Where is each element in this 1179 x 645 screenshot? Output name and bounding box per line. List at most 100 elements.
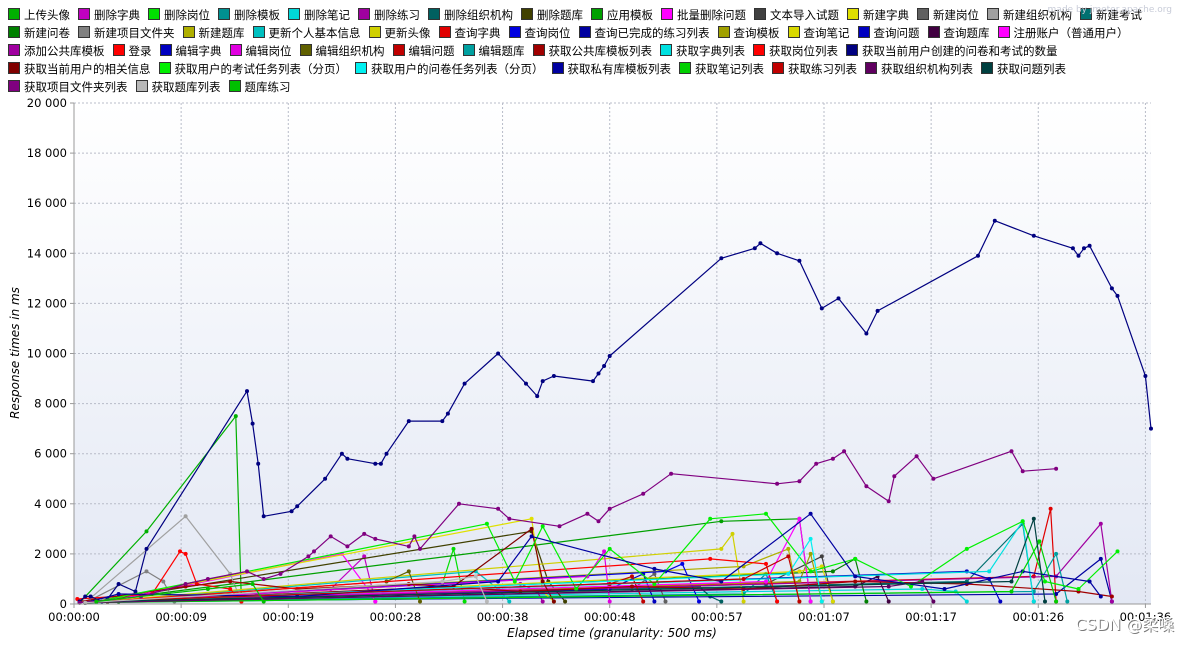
legend-item: 应用模板 <box>591 6 653 24</box>
legend-label: 删除组织机构 <box>444 8 513 22</box>
data-point <box>373 536 378 541</box>
legend-swatch <box>368 26 381 38</box>
data-point <box>540 579 545 584</box>
data-point <box>808 569 813 574</box>
data-point <box>183 551 188 556</box>
legend-swatch <box>288 8 300 20</box>
legend-item: 获取组织机构列表 <box>865 60 973 78</box>
series-line <box>85 558 778 604</box>
data-point <box>920 579 925 584</box>
legend-item: 查询已完成的练习列表 <box>578 24 710 42</box>
data-point <box>808 599 813 604</box>
legend-swatch <box>228 80 241 92</box>
data-point <box>607 354 612 358</box>
data-point <box>406 544 411 549</box>
data-point <box>373 461 378 466</box>
data-point <box>864 331 869 336</box>
legend-item: 新建问卷 <box>8 24 70 42</box>
series-line <box>85 533 745 604</box>
data-point <box>1009 449 1014 454</box>
data-point <box>764 579 768 584</box>
series-line <box>96 583 265 603</box>
data-point <box>775 481 780 486</box>
data-point <box>836 296 841 301</box>
data-point <box>540 524 545 529</box>
data-point <box>1054 592 1059 596</box>
legend-swatch <box>997 26 1010 38</box>
series-line <box>79 450 1057 604</box>
data-point <box>602 364 607 368</box>
legend-label: 文本导入试题 <box>770 8 839 22</box>
legend-swatch <box>787 26 800 38</box>
legend-label: 新建组织机构 <box>1003 8 1072 22</box>
data-point <box>775 599 780 604</box>
data-point <box>1009 589 1014 594</box>
data-point <box>518 589 523 594</box>
legend-label: 更新头像 <box>384 26 431 40</box>
legend-label: 应用模板 <box>607 8 653 22</box>
data-point <box>205 587 210 591</box>
series-line <box>85 538 823 604</box>
data-point <box>161 579 166 584</box>
legend-label: 删除题库 <box>537 8 583 22</box>
data-point <box>719 579 724 584</box>
legend-label: 题库练习 <box>244 80 291 94</box>
data-point <box>412 534 417 539</box>
x-tick-labels: 00:00:00 00:00:09 00:00:19 00:00:28 00:00:38… <box>48 604 1171 624</box>
data-point <box>205 577 210 581</box>
legend-item: 更新头像 <box>368 24 431 42</box>
legend-label: 获取岗位列表 <box>769 44 838 58</box>
data-point <box>345 456 350 461</box>
legend-swatch <box>148 8 160 20</box>
x-tick-label: 00:00:28 <box>370 610 422 624</box>
legend-label: 查询笔记 <box>803 26 850 40</box>
grid-lines <box>74 102 1151 604</box>
legend-label: 新建考试 <box>1096 8 1142 22</box>
y-tick-label: 12 000 <box>27 296 67 310</box>
data-point <box>88 594 93 599</box>
legend-item: 获取字典列表 <box>660 42 745 60</box>
data-point <box>853 574 858 579</box>
y-tick-label: 8 000 <box>34 397 67 411</box>
data-point <box>1109 599 1114 604</box>
legend-label: 新建问卷 <box>24 26 70 40</box>
series-layer <box>75 218 1153 605</box>
data-point <box>233 414 238 419</box>
data-point <box>652 582 657 586</box>
data-point <box>362 531 367 536</box>
data-point <box>245 389 249 394</box>
data-point <box>1070 246 1075 251</box>
data-point <box>261 577 266 581</box>
legend-label: 新建题库 <box>198 26 245 40</box>
data-point <box>178 549 182 554</box>
data-point <box>144 569 149 574</box>
legend-item: 编辑字典 <box>159 42 222 60</box>
data-point <box>484 599 489 604</box>
legend-swatch <box>847 8 859 20</box>
legend-item: 更新个人基本信息 <box>252 24 361 42</box>
legend-swatch <box>591 8 603 20</box>
series-group <box>94 587 969 604</box>
legend-label: 编辑组织机构 <box>315 44 385 58</box>
data-point <box>719 599 724 604</box>
legend-swatch <box>753 44 765 56</box>
chart-legend: 上传头像 删除字典 删除岗位 删除模板 删除笔记 删除练习 删除组织机构 删除题库 应用模板 批量… <box>8 6 1176 96</box>
data-point <box>819 554 824 559</box>
legend-item: 删除岗位 <box>148 6 210 24</box>
legend-item: 获取公共库模板列表 <box>532 42 652 60</box>
legend-item: 删除笔记 <box>288 6 350 24</box>
data-point <box>1054 599 1059 604</box>
legend-swatch <box>661 8 673 20</box>
legend-swatch <box>927 26 940 38</box>
legend-item: 批量删除问题 <box>661 6 746 24</box>
data-point <box>1109 286 1114 291</box>
legend-swatch <box>78 26 90 38</box>
legend-swatch <box>917 8 929 20</box>
data-point <box>1031 233 1036 238</box>
legend-item: 编辑问题 <box>392 42 455 60</box>
legend-swatch <box>987 8 999 20</box>
data-point <box>384 451 389 456</box>
data-point <box>697 599 701 604</box>
data-point <box>886 599 891 604</box>
